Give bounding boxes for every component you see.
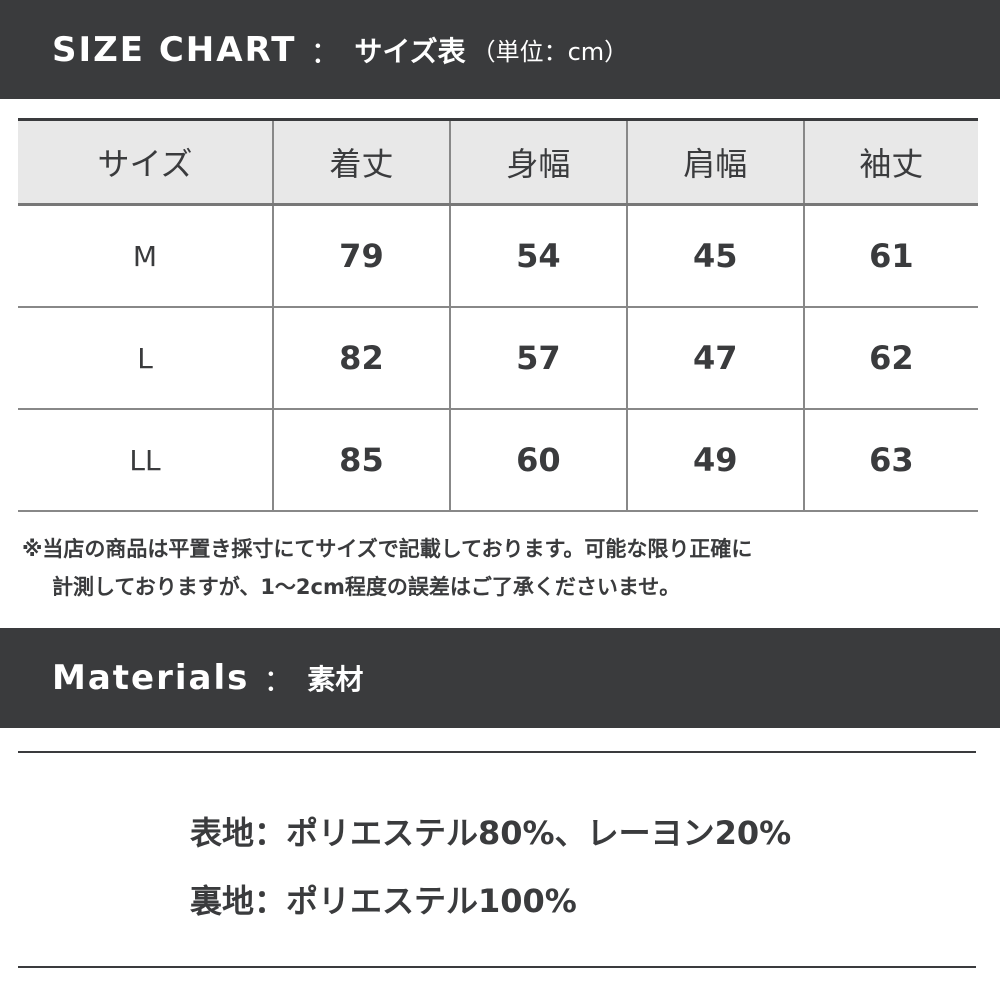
measurement-note: ※当店の商品は平置き採寸にてサイズで記載しております。可能な限り正確に 計測して… <box>22 530 752 606</box>
divider <box>18 966 976 968</box>
note-line: 計測しておりますが、1～2cm程度の誤差はご了承くださいませ。 <box>52 575 681 599</box>
separator: ： <box>310 35 341 71</box>
separator: ： <box>263 664 294 699</box>
unit-label: （単位：cm） <box>471 38 629 66</box>
table-cell: 45 <box>625 204 804 308</box>
column-header: 身幅 <box>448 119 627 206</box>
material-lining: 裏地：ポリエステル100% <box>190 882 577 920</box>
table-cell: 61 <box>802 204 978 308</box>
table-cell: 62 <box>802 307 978 410</box>
table-row: LL 85 60 49 63 <box>18 409 978 512</box>
column-header: サイズ <box>18 119 273 206</box>
table-cell: 85 <box>272 409 450 512</box>
table-cell: L <box>18 307 273 410</box>
divider <box>18 751 976 753</box>
table-cell: 82 <box>272 307 450 410</box>
column-header: 袖丈 <box>802 119 978 206</box>
material-outer: 表地：ポリエステル80%、レーヨン20% <box>190 814 792 852</box>
table-header-row: サイズ 着丈 身幅 肩幅 袖丈 <box>18 119 978 206</box>
size-chart-title: SIZE CHART <box>52 29 297 70</box>
table-row: L 82 57 47 62 <box>18 307 978 410</box>
materials-subtitle: 素材 <box>307 663 364 696</box>
size-table: サイズ 着丈 身幅 肩幅 袖丈 M 79 54 45 61 L 82 57 47… <box>18 118 978 512</box>
table-cell: LL <box>18 409 273 512</box>
table-cell: 63 <box>802 409 978 512</box>
size-chart-subtitle: サイズ表 <box>354 34 466 68</box>
column-header: 肩幅 <box>625 119 804 206</box>
table-cell: 47 <box>625 307 804 410</box>
materials-title: Materials <box>52 658 250 698</box>
size-chart-header: SIZE CHART ： サイズ表 （単位：cm） <box>0 0 1000 99</box>
column-header: 着丈 <box>272 119 450 206</box>
table-cell: 79 <box>272 204 450 308</box>
table-cell: M <box>18 204 273 308</box>
table-row: M 79 54 45 61 <box>18 204 978 308</box>
note-line: ※当店の商品は平置き採寸にてサイズで記載しております。可能な限り正確に <box>22 537 753 561</box>
materials-header: Materials ： 素材 <box>0 628 1000 728</box>
table-cell: 49 <box>625 409 804 512</box>
table-cell: 57 <box>448 307 627 410</box>
table-cell: 54 <box>448 204 627 308</box>
table-cell: 60 <box>448 409 627 512</box>
